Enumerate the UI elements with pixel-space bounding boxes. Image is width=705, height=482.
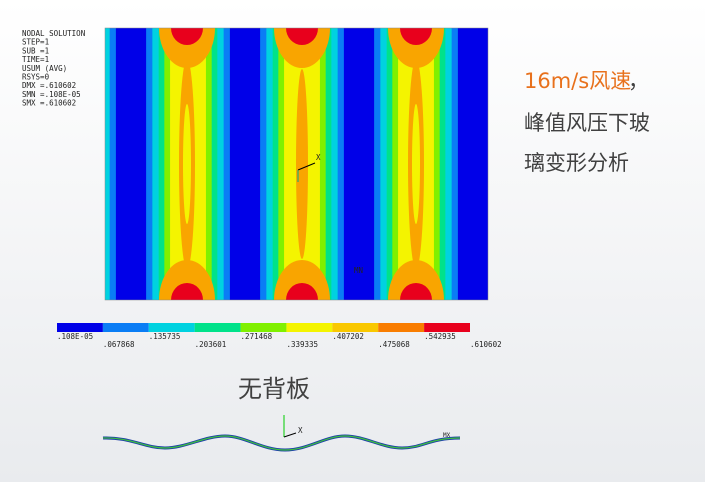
headline-highlight: 16m/s风速 [524, 69, 631, 93]
legend-label: .203601 [195, 340, 227, 349]
info-line: SUB =1 [22, 46, 49, 55]
info-line: USUM (AVG) [22, 64, 67, 73]
info-line: TIME=1 [22, 55, 49, 64]
legend-swatch [240, 323, 287, 332]
info-line: SMN =.108E-05 [22, 90, 81, 99]
legend-label: .542935 [424, 332, 456, 341]
legend-label: .610602 [470, 340, 502, 349]
legend-swatch [102, 323, 149, 332]
legend-swatch [378, 323, 425, 332]
headline-comma: ， [628, 69, 649, 93]
info-line: NODAL SOLUTION [22, 29, 85, 38]
legend-label: .271468 [241, 332, 273, 341]
headline-line: 峰值风压下玻 [524, 111, 650, 135]
legend-swatch [332, 323, 379, 332]
contour-plot [105, 28, 488, 300]
info-line: STEP=1 [22, 38, 49, 47]
side-view: X MX [102, 415, 461, 452]
legend: .108E-05 .067868 .135735 .203601 .271468 .339… [57, 323, 502, 349]
info-line: RSYS=0 [22, 73, 50, 82]
legend-label: .475068 [378, 340, 410, 349]
min-label: MN [354, 266, 363, 275]
legend-swatch [148, 323, 195, 332]
legend-swatch [424, 323, 470, 332]
max-label: MX [443, 432, 451, 439]
legend-swatch [286, 323, 333, 332]
legend-label: .135735 [149, 332, 181, 341]
legend-label: .339335 [286, 340, 318, 349]
info-line: SMX =.610602 [22, 99, 76, 108]
legend-label: .067868 [103, 340, 135, 349]
info-line: DMX =.610602 [22, 81, 76, 90]
legend-swatch [194, 323, 241, 332]
axis-label: X [298, 426, 303, 435]
legend-swatch [57, 323, 103, 332]
legend-label: .407202 [332, 332, 364, 341]
caption: 无背板 [238, 375, 310, 403]
axis-label: X [316, 153, 321, 162]
headline-line: 璃变形分析 [524, 151, 629, 175]
legend-label: .108E-05 [57, 332, 93, 341]
